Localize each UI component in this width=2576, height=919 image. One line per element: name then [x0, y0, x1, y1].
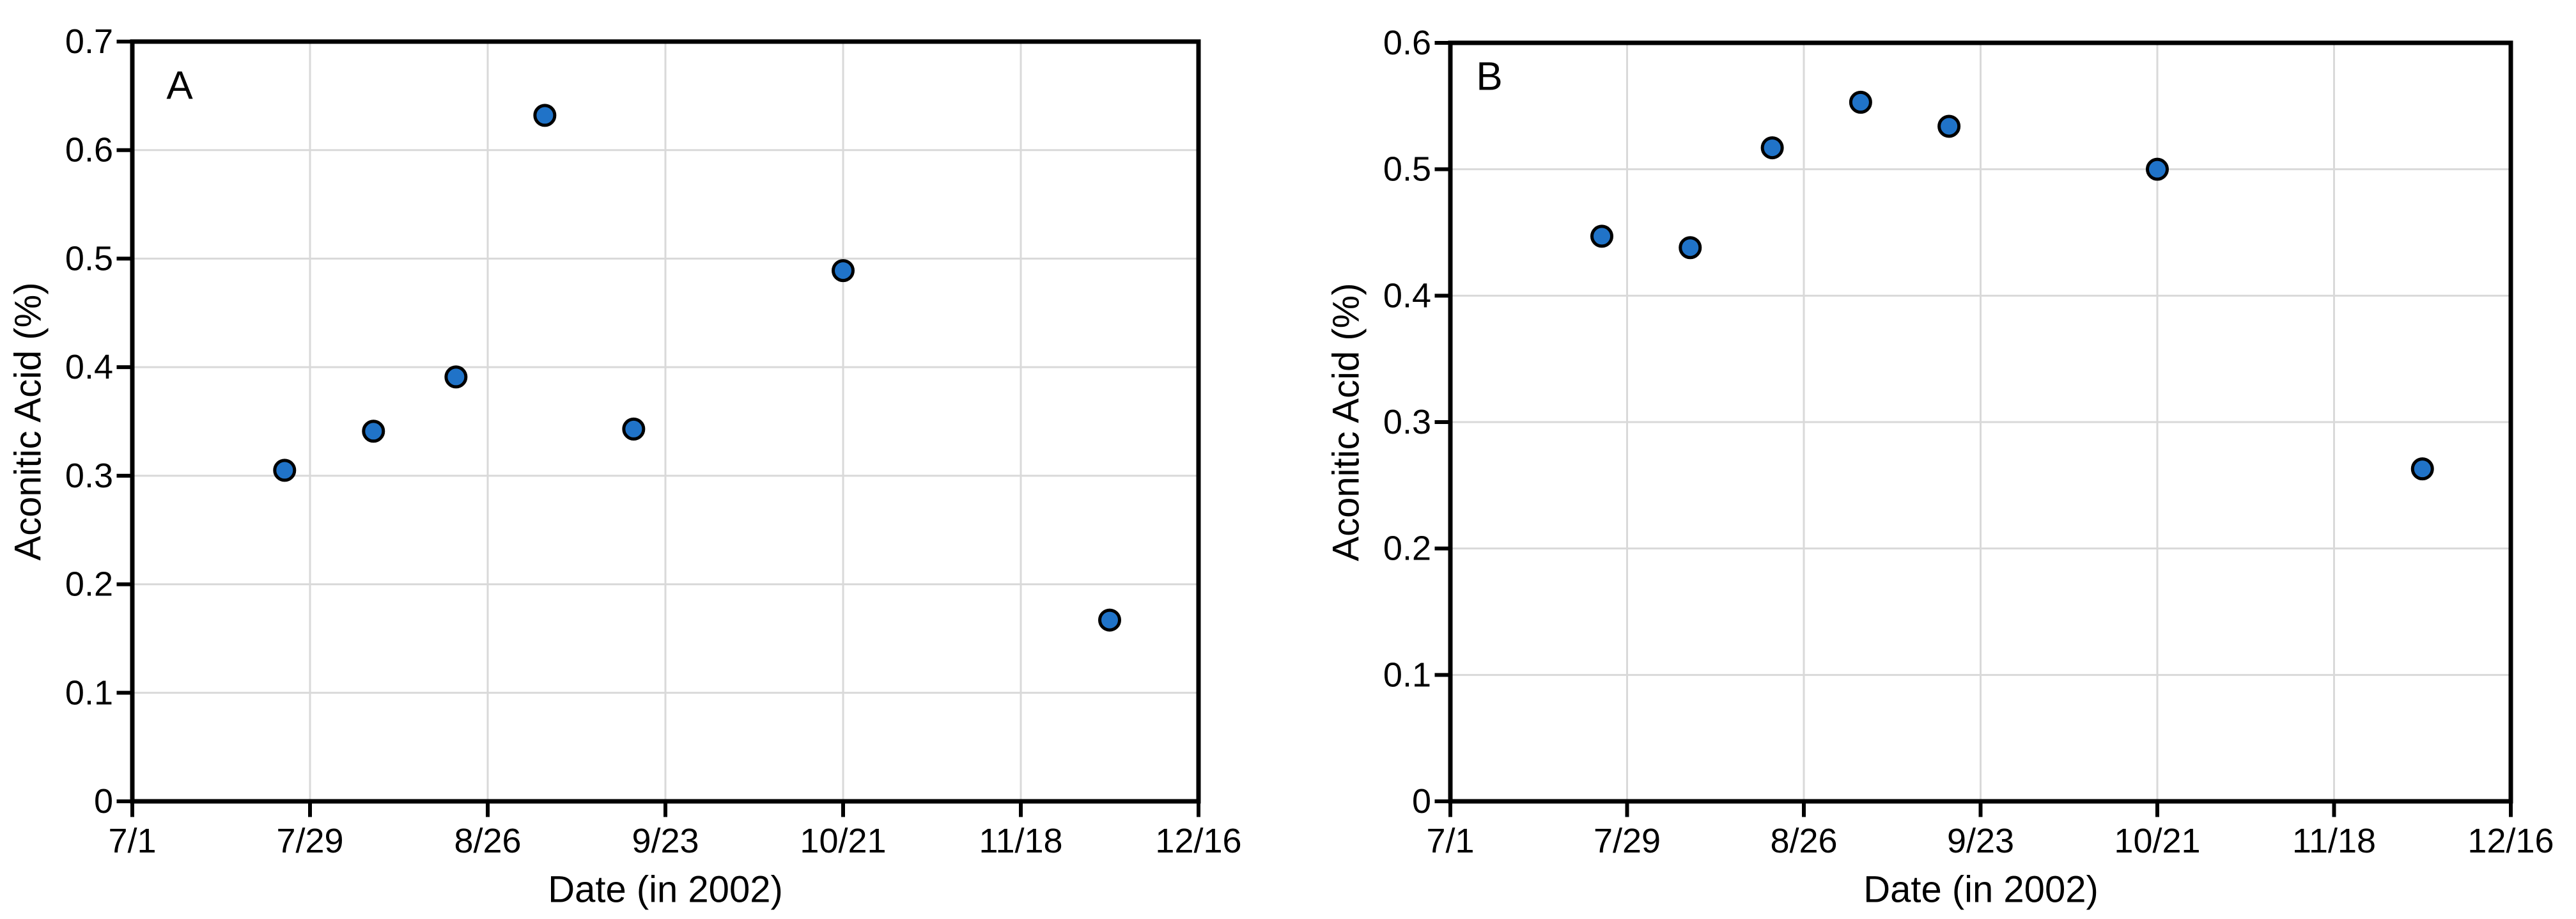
- y-tick-label: 0.2: [65, 565, 113, 604]
- x-axis: 7/1 7/29 8/26 9/23 10/21 11/18 12/16: [1426, 801, 2554, 860]
- x-tick-label: 9/23: [1947, 822, 2014, 860]
- data-point: [622, 417, 646, 441]
- data-point: [362, 420, 385, 443]
- y-axis-title-b: Aconitic Acid (%): [1325, 283, 1367, 562]
- y-tick-label: 0.6: [1383, 24, 1431, 62]
- data-point: [444, 365, 468, 389]
- x-axis-title-a: Date (in 2002): [548, 868, 783, 911]
- panel-b-plot: 7/1 7/29 8/26 9/23 10/21 11/18 12/16 0 0.1 0.2 0.3…: [1383, 24, 2554, 860]
- data-point: [832, 259, 855, 283]
- y-tick-label: 0.3: [65, 457, 113, 495]
- panel-label-a: A: [166, 63, 193, 108]
- y-tick-label: 0.4: [65, 348, 113, 386]
- x-tick-label: 7/29: [276, 822, 343, 860]
- data-point: [273, 459, 297, 482]
- x-tick-label: 10/21: [2114, 822, 2200, 860]
- data-point: [1590, 224, 1613, 248]
- y-tick-label: 0.4: [1383, 276, 1431, 315]
- y-tick-label: 0: [94, 782, 113, 821]
- gridlines: [132, 42, 1199, 801]
- x-tick-label: 11/18: [2292, 822, 2376, 860]
- y-tick-label: 0.1: [1383, 656, 1431, 694]
- x-tick-label: 7/1: [108, 822, 156, 860]
- x-tick-label: 7/1: [1426, 822, 1474, 860]
- x-tick-label: 12/16: [1155, 822, 1241, 860]
- y-tick-label: 0.5: [65, 239, 113, 278]
- y-tick-label: 0.3: [1383, 403, 1431, 441]
- gridlines: [1450, 43, 2511, 801]
- data-point: [1849, 90, 1872, 114]
- x-axis-title-b: Date (in 2002): [1863, 868, 2099, 911]
- data-point: [2410, 457, 2434, 481]
- y-axis-title-a: Aconitic Acid (%): [7, 282, 49, 561]
- panel-a-plot: 7/1 7/29 8/26 9/23 10/21 11/18 12/16 0 0.1 0.2 0.3…: [65, 22, 1242, 860]
- y-tick-label: 0.6: [65, 131, 113, 169]
- x-axis: 7/1 7/29 8/26 9/23 10/21 11/18 12/16: [108, 801, 1242, 860]
- data-points: [1590, 90, 2434, 481]
- data-point: [2146, 157, 2169, 181]
- y-tick-label: 0.5: [1383, 150, 1431, 189]
- data-point: [1937, 114, 1961, 138]
- x-tick-label: 9/23: [632, 822, 699, 860]
- panel-label-b: B: [1476, 54, 1503, 99]
- y-tick-label: 0: [1412, 782, 1431, 821]
- y-axis: 0 0.1 0.2 0.3 0.4 0.5 0.6: [1383, 24, 1450, 821]
- x-tick-label: 11/18: [979, 822, 1062, 860]
- x-tick-label: 10/21: [800, 822, 886, 860]
- y-axis: 0 0.1 0.2 0.3 0.4 0.5 0.6 0.7: [65, 22, 132, 821]
- x-tick-label: 12/16: [2467, 822, 2554, 860]
- y-tick-label: 0.7: [65, 22, 113, 61]
- data-point: [1760, 136, 1784, 160]
- data-point: [1098, 608, 1121, 632]
- data-point: [533, 104, 557, 127]
- x-tick-label: 8/26: [454, 822, 521, 860]
- data-point: [1679, 236, 1702, 260]
- data-points: [273, 104, 1121, 632]
- y-tick-label: 0.1: [65, 673, 113, 712]
- x-tick-label: 7/29: [1594, 822, 1661, 860]
- x-tick-label: 8/26: [1770, 822, 1837, 860]
- y-tick-label: 0.2: [1383, 530, 1431, 568]
